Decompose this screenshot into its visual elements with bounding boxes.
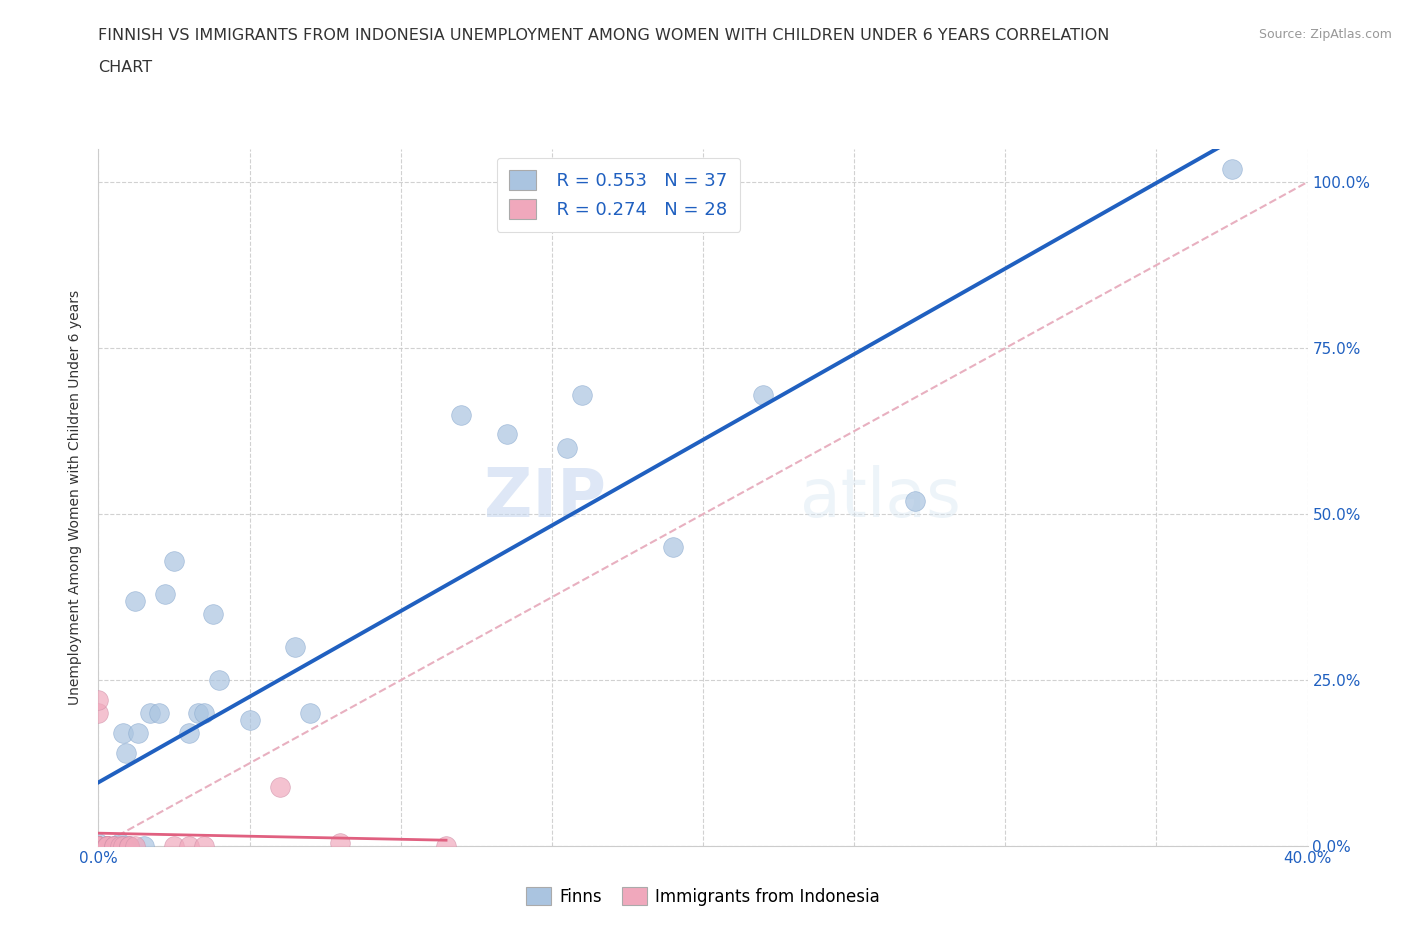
Point xyxy=(103,839,125,854)
Point xyxy=(108,835,131,850)
Point xyxy=(124,593,146,608)
Point xyxy=(87,839,110,854)
Point xyxy=(87,839,110,854)
Point xyxy=(111,726,134,741)
Legend: Finns, Immigrants from Indonesia: Finns, Immigrants from Indonesia xyxy=(519,881,887,912)
Point xyxy=(87,839,110,854)
Point xyxy=(87,839,110,854)
Point xyxy=(148,706,170,721)
Point xyxy=(96,839,118,854)
Point xyxy=(87,693,110,708)
Point xyxy=(1220,161,1243,176)
Point xyxy=(132,839,155,854)
Text: CHART: CHART xyxy=(98,60,152,75)
Point xyxy=(202,606,225,621)
Point xyxy=(87,839,110,854)
Point xyxy=(193,839,215,854)
Point xyxy=(96,839,118,854)
Point xyxy=(239,712,262,727)
Point xyxy=(87,835,110,850)
Text: Source: ZipAtlas.com: Source: ZipAtlas.com xyxy=(1258,28,1392,41)
Point xyxy=(904,494,927,509)
Point xyxy=(153,587,176,602)
Point xyxy=(495,427,517,442)
Point xyxy=(752,387,775,402)
Point xyxy=(114,746,136,761)
Point xyxy=(87,839,110,854)
Point xyxy=(208,672,231,687)
Point xyxy=(434,839,457,854)
Point xyxy=(103,839,125,854)
Point xyxy=(299,706,322,721)
Point xyxy=(96,839,118,854)
Point xyxy=(96,839,118,854)
Point xyxy=(163,553,186,568)
Point xyxy=(179,726,201,741)
Point xyxy=(163,839,186,854)
Point xyxy=(87,839,110,854)
Point xyxy=(118,839,141,854)
Legend:   R = 0.553   N = 37,   R = 0.274   N = 28: R = 0.553 N = 37, R = 0.274 N = 28 xyxy=(496,158,740,232)
Point xyxy=(87,706,110,721)
Point xyxy=(187,706,209,721)
Point xyxy=(87,839,110,854)
Point xyxy=(87,839,110,854)
Y-axis label: Unemployment Among Women with Children Under 6 years: Unemployment Among Women with Children U… xyxy=(69,290,83,705)
Point xyxy=(124,839,146,854)
Point xyxy=(87,839,110,854)
Point xyxy=(284,640,307,655)
Point xyxy=(450,407,472,422)
Text: FINNISH VS IMMIGRANTS FROM INDONESIA UNEMPLOYMENT AMONG WOMEN WITH CHILDREN UNDE: FINNISH VS IMMIGRANTS FROM INDONESIA UNE… xyxy=(98,28,1109,43)
Point xyxy=(139,706,162,721)
Text: ZIP: ZIP xyxy=(484,465,606,530)
Point xyxy=(87,839,110,854)
Point xyxy=(179,839,201,854)
Point xyxy=(118,839,141,854)
Point xyxy=(662,540,685,555)
Point xyxy=(118,839,141,854)
Text: atlas: atlas xyxy=(800,465,960,530)
Point xyxy=(127,726,149,741)
Point xyxy=(111,839,134,854)
Point xyxy=(96,839,118,854)
Point xyxy=(96,839,118,854)
Point xyxy=(111,839,134,854)
Point xyxy=(96,839,118,854)
Point xyxy=(193,706,215,721)
Point xyxy=(87,839,110,854)
Point xyxy=(571,387,593,402)
Point xyxy=(108,839,131,854)
Point xyxy=(269,779,291,794)
Point xyxy=(329,835,352,850)
Point xyxy=(103,839,125,854)
Point xyxy=(103,839,125,854)
Point xyxy=(555,440,578,455)
